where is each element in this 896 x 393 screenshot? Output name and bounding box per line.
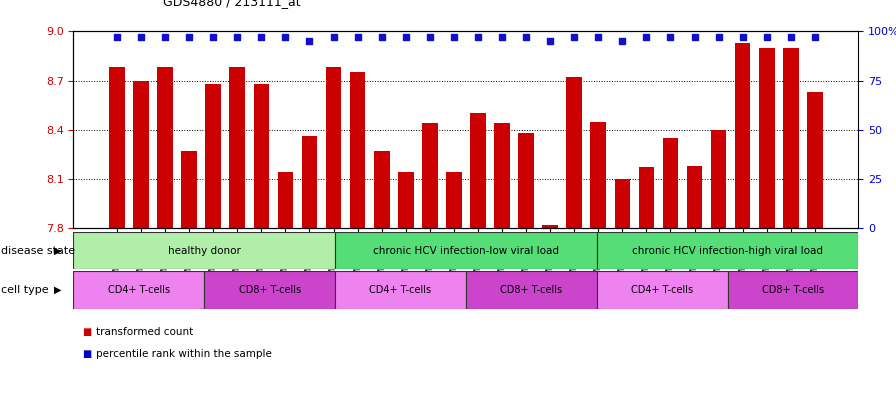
Bar	[663, 138, 678, 228]
Bar	[466, 271, 597, 309]
Bar	[470, 113, 486, 228]
Text: CD4+ T-cells: CD4+ T-cells	[631, 285, 694, 295]
Point	[616, 38, 630, 44]
Point	[495, 34, 509, 40]
Bar	[566, 77, 582, 228]
Text: ▶: ▶	[54, 285, 61, 295]
Point	[230, 34, 245, 40]
Point	[375, 34, 389, 40]
Point	[519, 34, 533, 40]
Bar	[204, 271, 335, 309]
Bar	[597, 232, 858, 269]
Bar	[615, 179, 630, 228]
Bar	[783, 48, 798, 228]
Bar	[590, 121, 606, 228]
Point	[158, 34, 172, 40]
Point	[543, 38, 557, 44]
Bar	[446, 172, 461, 228]
Bar	[374, 151, 390, 228]
Point	[350, 34, 365, 40]
Text: chronic HCV infection-low viral load: chronic HCV infection-low viral load	[373, 246, 559, 255]
Bar	[73, 232, 335, 269]
Bar	[597, 271, 728, 309]
Bar	[711, 130, 727, 228]
Text: CD4+ T-cells: CD4+ T-cells	[108, 285, 170, 295]
Bar	[205, 84, 221, 228]
Bar	[518, 133, 534, 228]
Bar	[158, 68, 173, 228]
Point	[663, 34, 677, 40]
Bar	[229, 68, 246, 228]
Bar	[807, 92, 823, 228]
Text: CD8+ T-cells: CD8+ T-cells	[500, 285, 563, 295]
Bar	[335, 232, 597, 269]
Text: chronic HCV infection-high viral load: chronic HCV infection-high viral load	[632, 246, 823, 255]
Point	[736, 34, 750, 40]
Point	[447, 34, 461, 40]
Point	[784, 34, 798, 40]
Bar	[134, 81, 149, 228]
Text: ■: ■	[82, 349, 91, 359]
Text: ▶: ▶	[54, 246, 61, 255]
Text: disease state: disease state	[1, 246, 75, 255]
Point	[591, 34, 606, 40]
Text: ■: ■	[82, 327, 91, 337]
Point	[254, 34, 269, 40]
Bar	[73, 271, 204, 309]
Bar	[542, 225, 558, 228]
Bar	[326, 68, 341, 228]
Bar	[728, 271, 858, 309]
Bar	[735, 43, 751, 228]
Point	[567, 34, 582, 40]
Point	[687, 34, 702, 40]
Point	[399, 34, 413, 40]
Bar	[254, 84, 269, 228]
Text: cell type: cell type	[1, 285, 48, 295]
Text: healthy donor: healthy donor	[168, 246, 241, 255]
Text: GDS4880 / 213111_at: GDS4880 / 213111_at	[163, 0, 301, 8]
Point	[182, 34, 196, 40]
Bar	[349, 72, 366, 228]
Text: transformed count: transformed count	[96, 327, 194, 337]
Text: percentile rank within the sample: percentile rank within the sample	[96, 349, 271, 359]
Text: CD8+ T-cells: CD8+ T-cells	[762, 285, 824, 295]
Text: CD8+ T-cells: CD8+ T-cells	[238, 285, 301, 295]
Point	[711, 34, 726, 40]
Point	[134, 34, 148, 40]
Point	[760, 34, 774, 40]
Point	[639, 34, 653, 40]
Point	[110, 34, 125, 40]
Text: CD4+ T-cells: CD4+ T-cells	[369, 285, 432, 295]
Bar	[335, 271, 466, 309]
Bar	[278, 172, 293, 228]
Bar	[109, 68, 125, 228]
Bar	[181, 151, 197, 228]
Point	[470, 34, 485, 40]
Bar	[759, 48, 774, 228]
Point	[423, 34, 437, 40]
Bar	[398, 172, 414, 228]
Point	[302, 38, 316, 44]
Bar	[422, 123, 437, 228]
Bar	[639, 167, 654, 228]
Point	[206, 34, 220, 40]
Bar	[686, 166, 702, 228]
Point	[326, 34, 340, 40]
Point	[279, 34, 293, 40]
Bar	[302, 136, 317, 228]
Point	[807, 34, 822, 40]
Bar	[495, 123, 510, 228]
